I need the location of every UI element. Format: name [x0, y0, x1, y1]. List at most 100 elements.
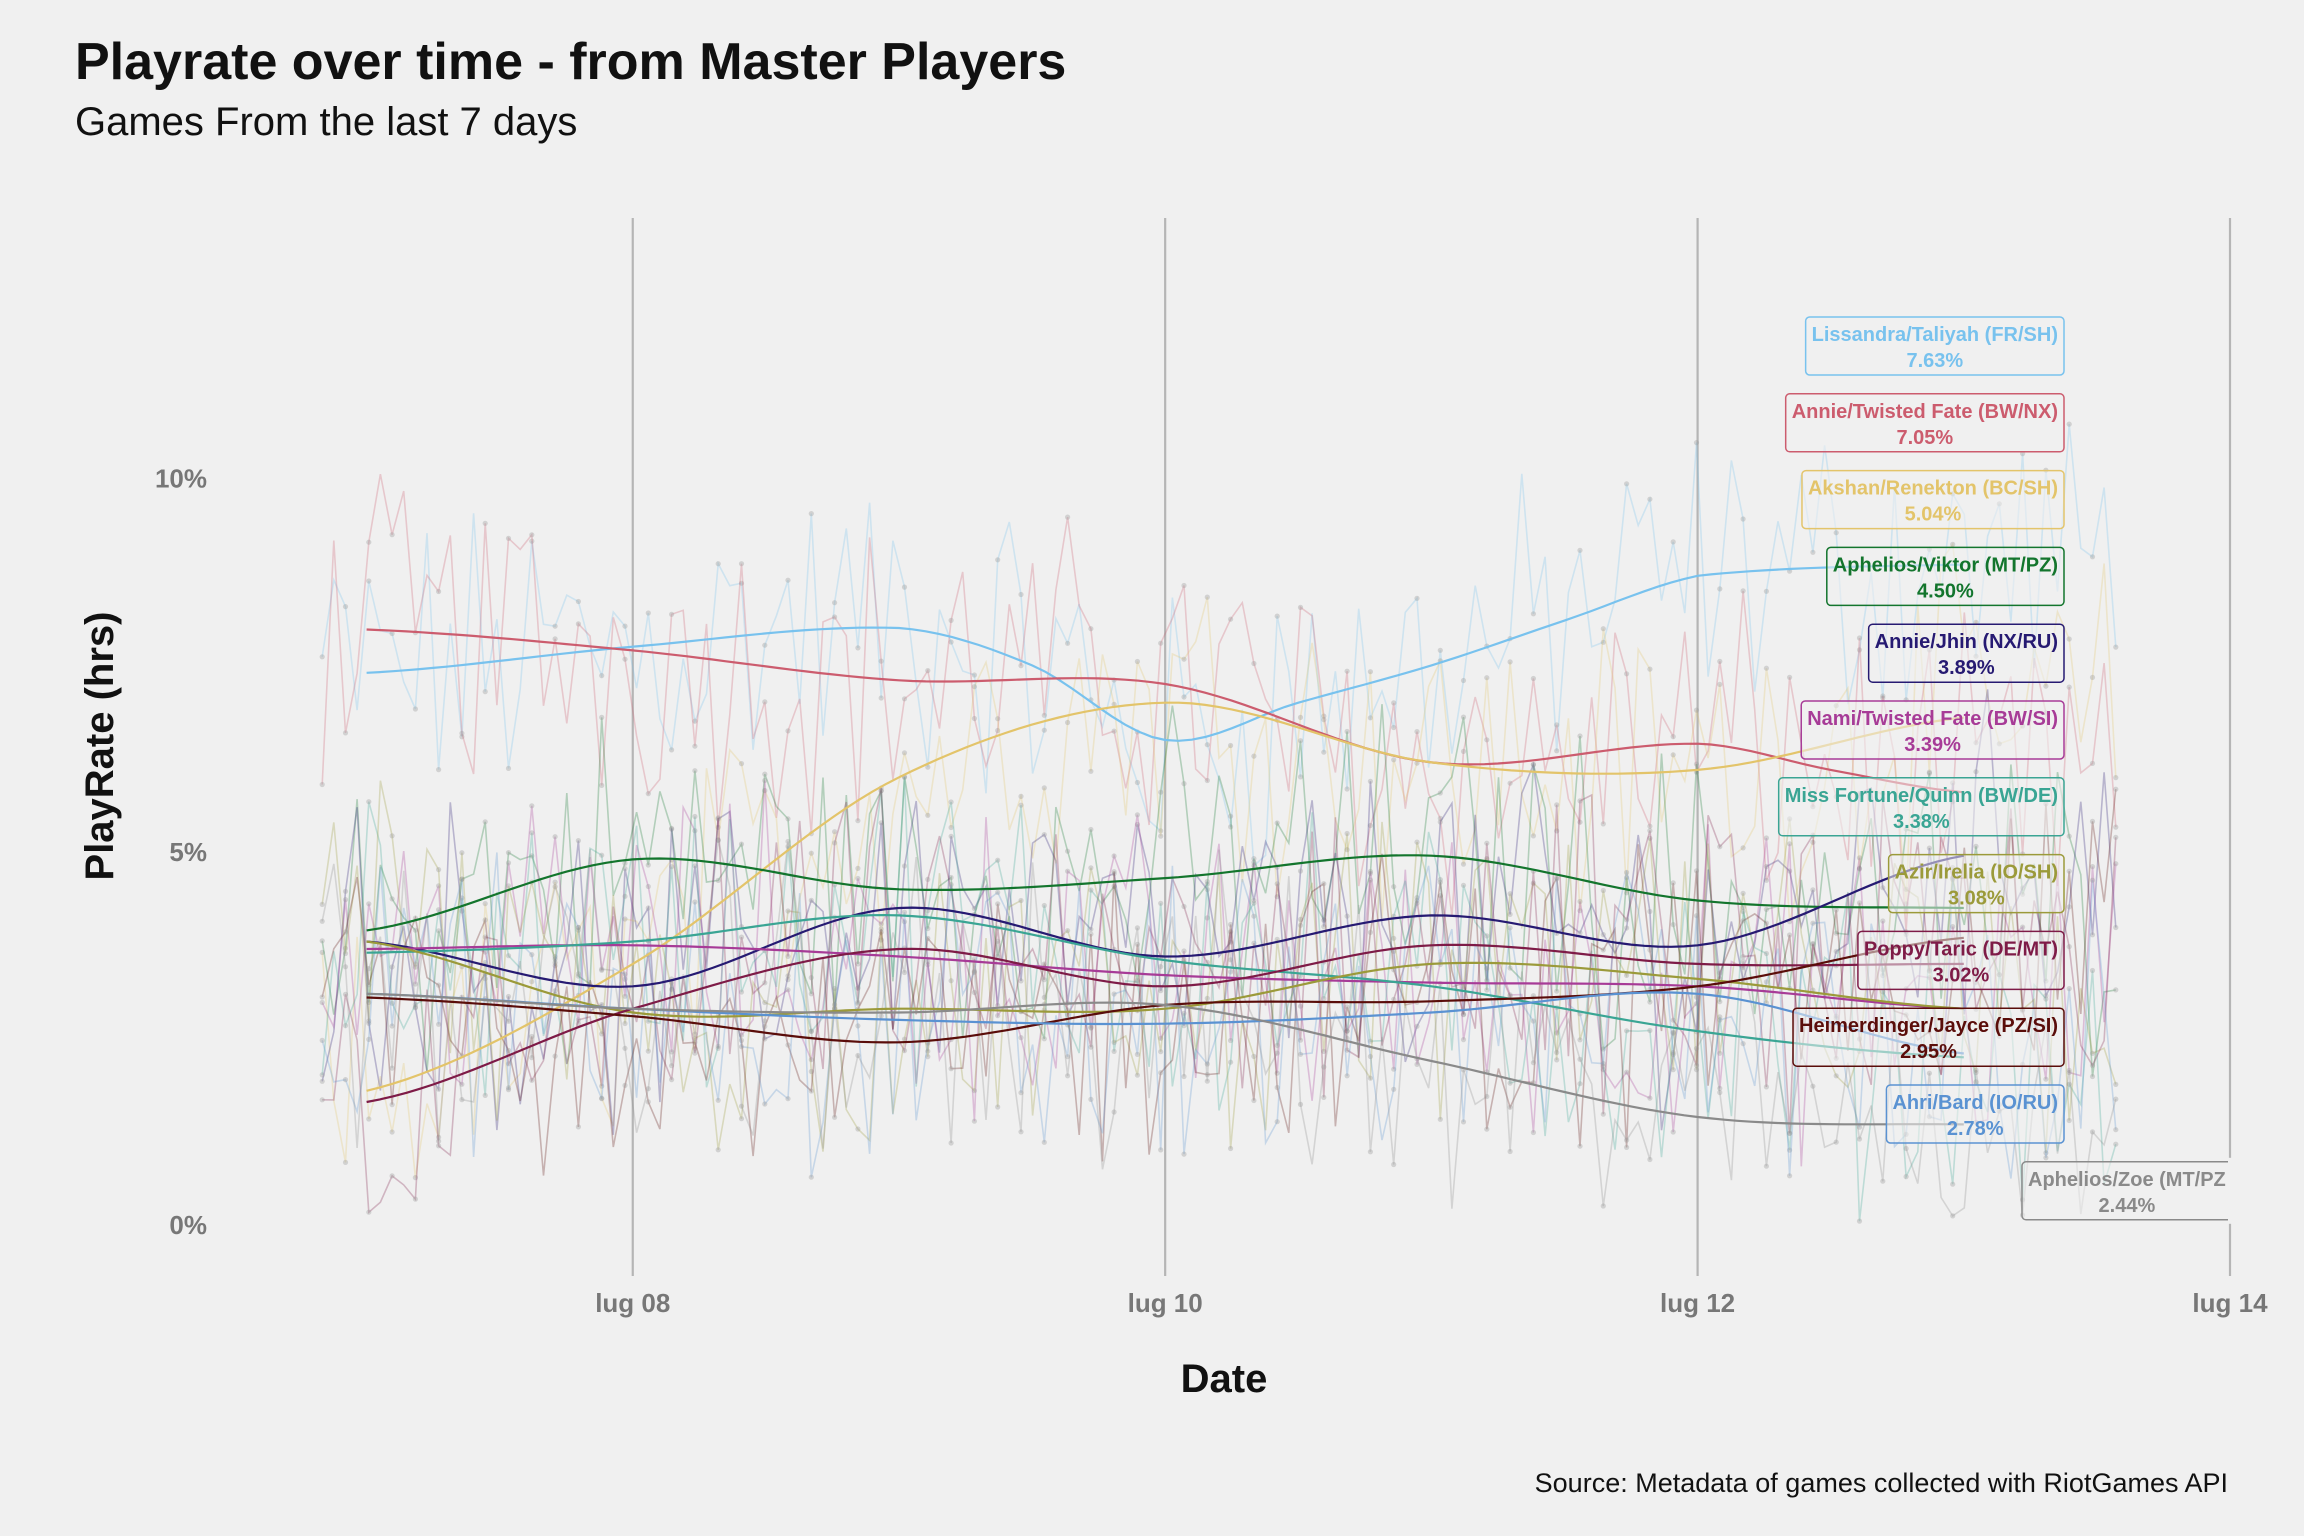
raw-point	[599, 852, 605, 858]
raw-point	[1973, 769, 1979, 775]
raw-point	[1787, 1173, 1793, 1179]
raw-point	[1647, 947, 1653, 953]
raw-point	[529, 1055, 535, 1061]
raw-point	[1111, 883, 1117, 889]
raw-point	[1670, 752, 1676, 758]
raw-point	[1484, 1126, 1490, 1132]
raw-point	[1950, 924, 1956, 930]
raw-point	[1018, 1129, 1024, 1135]
raw-point	[1344, 1028, 1350, 1034]
raw-point	[1833, 907, 1839, 913]
raw-point	[1134, 977, 1140, 984]
series-end-labels: Lissandra/Taliyah (FR/SH) 7.63% Annie/Twis…	[1777, 316, 2304, 1224]
raw-point	[552, 988, 558, 994]
raw-point	[622, 656, 628, 662]
raw-point	[1321, 717, 1327, 723]
raw-point	[785, 987, 791, 993]
raw-point	[2113, 824, 2119, 830]
raw-point	[2113, 1141, 2119, 1147]
raw-point	[1228, 1037, 1234, 1044]
raw-point	[319, 901, 325, 908]
raw-point	[1204, 594, 1210, 600]
series-label-value: 3.89%	[1938, 657, 1995, 679]
raw-point	[622, 866, 628, 872]
raw-point	[319, 918, 325, 924]
raw-point	[715, 1045, 721, 1051]
raw-point	[1810, 549, 1816, 555]
raw-point	[1577, 1081, 1583, 1087]
raw-point	[901, 1048, 908, 1054]
raw-point	[389, 964, 395, 970]
raw-point	[412, 1196, 418, 1202]
raw-point	[1507, 925, 1513, 931]
raw-point	[948, 639, 954, 645]
raw-point	[482, 934, 488, 940]
raw-point	[1763, 588, 1769, 594]
series-label-2: Akshan/Renekton (BC/SH) 5.04%	[1801, 469, 2065, 530]
raw-point	[482, 976, 488, 982]
raw-point	[1950, 1181, 1956, 1187]
raw-point	[319, 949, 325, 956]
raw-point	[1577, 819, 1583, 825]
raw-point	[808, 1174, 814, 1180]
raw-point	[1018, 793, 1024, 800]
raw-point	[1693, 868, 1700, 874]
raw-point	[995, 1104, 1001, 1110]
raw-point	[1321, 995, 1327, 1002]
raw-point	[1763, 877, 1769, 883]
raw-point	[878, 788, 884, 794]
raw-point	[1624, 1144, 1630, 1150]
raw-point	[1600, 1063, 1606, 1069]
series-label-3: Aphelios/Viktor (MT/PZ) 4.50%	[1826, 546, 2065, 607]
raw-point	[1088, 887, 1094, 893]
raw-point	[2043, 996, 2049, 1002]
raw-point	[1624, 1137, 1630, 1143]
raw-point	[389, 1065, 395, 1071]
raw-point	[505, 860, 512, 866]
raw-point	[1693, 761, 1700, 767]
raw-point	[1041, 712, 1047, 718]
raw-point	[971, 684, 978, 690]
raw-point	[1321, 924, 1327, 930]
raw-point	[1367, 669, 1373, 675]
raw-point	[645, 1018, 651, 1024]
x-axis-ticks: lug 08 lug 10 lug 12 lug 14	[595, 1288, 2268, 1318]
raw-point	[1926, 770, 1932, 777]
x-tick-label-0: lug 08	[595, 1288, 670, 1318]
raw-point	[1647, 496, 1653, 502]
raw-point	[1437, 877, 1443, 883]
raw-point	[1577, 1037, 1583, 1043]
raw-point	[878, 929, 884, 935]
raw-point	[1670, 1029, 1676, 1035]
raw-point	[1810, 839, 1816, 845]
raw-point	[1926, 845, 1932, 851]
raw-point	[482, 520, 488, 526]
raw-point	[878, 926, 884, 932]
raw-point	[1810, 941, 1816, 947]
raw-point	[738, 761, 745, 767]
y-tick-label-0: 0%	[169, 1210, 207, 1240]
raw-point	[1391, 935, 1397, 941]
raw-point	[1251, 900, 1257, 906]
raw-point	[482, 819, 488, 825]
raw-point	[2113, 987, 2119, 993]
raw-point	[1484, 675, 1490, 681]
raw-point	[319, 781, 325, 788]
raw-point	[1484, 840, 1490, 846]
raw-point	[948, 799, 954, 805]
raw-point	[412, 706, 418, 712]
raw-point	[342, 945, 349, 951]
raw-point	[1228, 957, 1234, 963]
raw-point	[785, 908, 791, 914]
raw-point	[552, 963, 558, 969]
raw-point	[692, 768, 698, 774]
series-label-box	[1800, 700, 2065, 760]
series-label-value: 3.39%	[1904, 734, 1961, 756]
raw-point	[1111, 728, 1117, 734]
raw-point	[1251, 863, 1257, 869]
raw-point	[1787, 841, 1793, 847]
raw-point	[1344, 847, 1350, 853]
raw-point	[1530, 761, 1536, 768]
raw-point	[1624, 972, 1630, 979]
raw-point	[1484, 965, 1490, 972]
